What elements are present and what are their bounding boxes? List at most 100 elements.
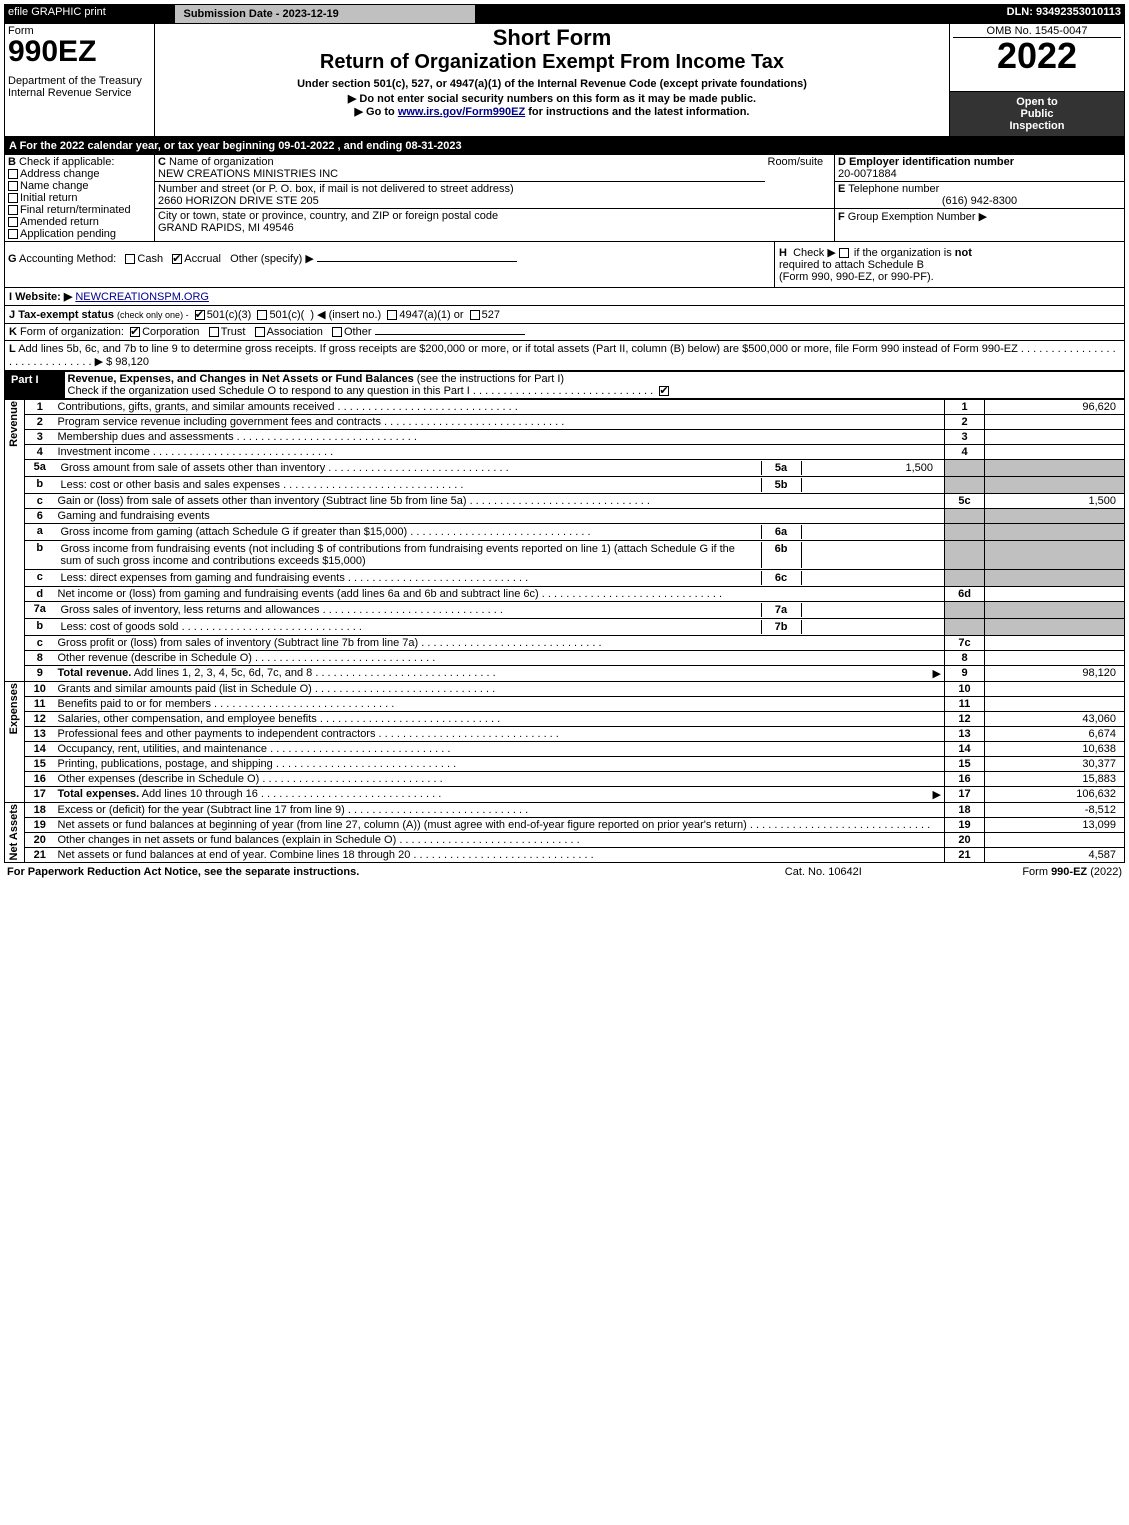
- line-description: Less: cost of goods sold7b: [55, 618, 945, 635]
- amount-value: [985, 635, 1125, 650]
- room-label: Room/suite: [768, 156, 824, 168]
- box-number: [945, 618, 985, 635]
- line-number: 1: [25, 399, 55, 414]
- line-description: Excess or (deficit) for the year (Subtra…: [55, 802, 945, 817]
- box-number: [945, 508, 985, 523]
- accrual-checkbox[interactable]: [172, 254, 182, 264]
- j-501c3-checkbox[interactable]: [195, 310, 205, 320]
- k-corp-checkbox[interactable]: [130, 327, 140, 337]
- b-checkbox[interactable]: [8, 181, 18, 191]
- section-d-label: D: [838, 156, 846, 168]
- box-number: [945, 569, 985, 586]
- table-row: 2Program service revenue including gover…: [5, 414, 1125, 429]
- short-form-title: Short Form: [158, 25, 946, 51]
- line-description: Gaming and fundraising events: [55, 508, 945, 523]
- b-item-label: Application pending: [20, 228, 116, 240]
- table-row: 20Other changes in net assets or fund ba…: [5, 832, 1125, 847]
- table-row: bGross income from fundraising events (n…: [5, 540, 1125, 569]
- line-number: 15: [25, 756, 55, 771]
- line-number: 6: [25, 508, 55, 523]
- b-checkbox[interactable]: [8, 217, 18, 227]
- table-row: 3Membership dues and assessments3: [5, 429, 1125, 444]
- amount-value: [985, 681, 1125, 696]
- section-label: Revenue: [8, 401, 20, 447]
- table-row: 4Investment income4: [5, 444, 1125, 459]
- amount-value: [985, 523, 1125, 540]
- amount-value: 6,674: [985, 726, 1125, 741]
- j-4947-checkbox[interactable]: [387, 310, 397, 320]
- amount-value: 96,620: [985, 399, 1125, 414]
- amount-value: [985, 414, 1125, 429]
- part1-table: Revenue 1Contributions, gifts, grants, an…: [4, 399, 1125, 863]
- amount-value: [985, 476, 1125, 493]
- website-link[interactable]: NEWCREATIONSPM.ORG: [75, 291, 209, 303]
- k-assoc-checkbox[interactable]: [255, 327, 265, 337]
- j-527-checkbox[interactable]: [470, 310, 480, 320]
- efile-label[interactable]: efile GRAPHIC print: [5, 5, 175, 24]
- line-description: Gross profit or (loss) from sales of inv…: [55, 635, 945, 650]
- line-h-label: H: [779, 247, 787, 259]
- line-number: 13: [25, 726, 55, 741]
- box-number: 1: [945, 399, 985, 414]
- line-description: Less: direct expenses from gaming and fu…: [55, 569, 945, 586]
- line-number: 20: [25, 832, 55, 847]
- k-other-checkbox[interactable]: [332, 327, 342, 337]
- line-description: Contributions, gifts, grants, and simila…: [55, 399, 945, 414]
- b-checkbox[interactable]: [8, 169, 18, 179]
- table-row: cGross profit or (loss) from sales of in…: [5, 635, 1125, 650]
- line-description: Total expenses. Add lines 10 through 16 …: [55, 786, 945, 802]
- b-checkbox[interactable]: [8, 229, 18, 239]
- table-row: 16Other expenses (describe in Schedule O…: [5, 771, 1125, 786]
- line-number: b: [25, 476, 55, 493]
- cash-checkbox[interactable]: [125, 254, 135, 264]
- main-title: Return of Organization Exempt From Incom…: [158, 51, 946, 74]
- table-row: Expenses10Grants and similar amounts pai…: [5, 681, 1125, 696]
- amount-value: [985, 459, 1125, 476]
- table-row: 17Total expenses. Add lines 10 through 1…: [5, 786, 1125, 802]
- b-checkbox[interactable]: [8, 205, 18, 215]
- line-description: Other revenue (describe in Schedule O): [55, 650, 945, 665]
- amount-value: 43,060: [985, 711, 1125, 726]
- table-row: 5aGross amount from sale of assets other…: [5, 459, 1125, 476]
- line-number: 11: [25, 696, 55, 711]
- amount-value: -8,512: [985, 802, 1125, 817]
- line-description: Occupancy, rent, utilities, and maintena…: [55, 741, 945, 756]
- h-checkbox[interactable]: [839, 248, 849, 258]
- box-number: [945, 540, 985, 569]
- box-number: 16: [945, 771, 985, 786]
- b-item-label: Amended return: [20, 216, 99, 228]
- amount-value: 1,500: [985, 493, 1125, 508]
- footer-center: Cat. No. 10642I: [738, 865, 908, 879]
- entity-block: B Check if applicable: Address changeNam…: [4, 155, 1125, 242]
- top-bar: efile GRAPHIC print Submission Date - 20…: [4, 4, 1125, 24]
- dln-label: DLN: 93492353010113: [895, 5, 1125, 24]
- box-number: 7c: [945, 635, 985, 650]
- part1-schedule-o-checkbox[interactable]: [659, 386, 669, 396]
- k-trust-checkbox[interactable]: [209, 327, 219, 337]
- line-l: L Add lines 5b, 6c, and 7b to line 9 to …: [4, 341, 1125, 371]
- table-row: bLess: cost of goods sold7b: [5, 618, 1125, 635]
- line-description: Gross income from gaming (attach Schedul…: [55, 523, 945, 540]
- table-row: 9Total revenue. Add lines 1, 2, 3, 4, 5c…: [5, 665, 1125, 681]
- irs-link[interactable]: www.irs.gov/Form990EZ: [398, 106, 525, 118]
- section-f-label: F: [838, 211, 845, 223]
- inspect-2: Public: [954, 108, 1120, 120]
- amount-value: 98,120: [985, 665, 1125, 681]
- table-row: 21Net assets or fund balances at end of …: [5, 847, 1125, 862]
- line-description: Membership dues and assessments: [55, 429, 945, 444]
- j-501c-checkbox[interactable]: [257, 310, 267, 320]
- table-row: 13Professional fees and other payments t…: [5, 726, 1125, 741]
- phone-value: (616) 942-8300: [838, 195, 1121, 207]
- box-number: [945, 476, 985, 493]
- line-k: K Form of organization: Corporation Trus…: [4, 323, 1125, 341]
- b-checkbox[interactable]: [8, 193, 18, 203]
- section-b-check-label: Check if applicable:: [19, 156, 114, 168]
- part1-label: Part I: [5, 371, 65, 398]
- box-number: 3: [945, 429, 985, 444]
- section-e-label: E: [838, 183, 845, 195]
- amount-value: [985, 569, 1125, 586]
- amount-value: 106,632: [985, 786, 1125, 802]
- line-number: 7a: [25, 601, 55, 618]
- section-label: Net Assets: [8, 804, 20, 860]
- group-exemption-label: Group Exemption Number: [848, 211, 976, 223]
